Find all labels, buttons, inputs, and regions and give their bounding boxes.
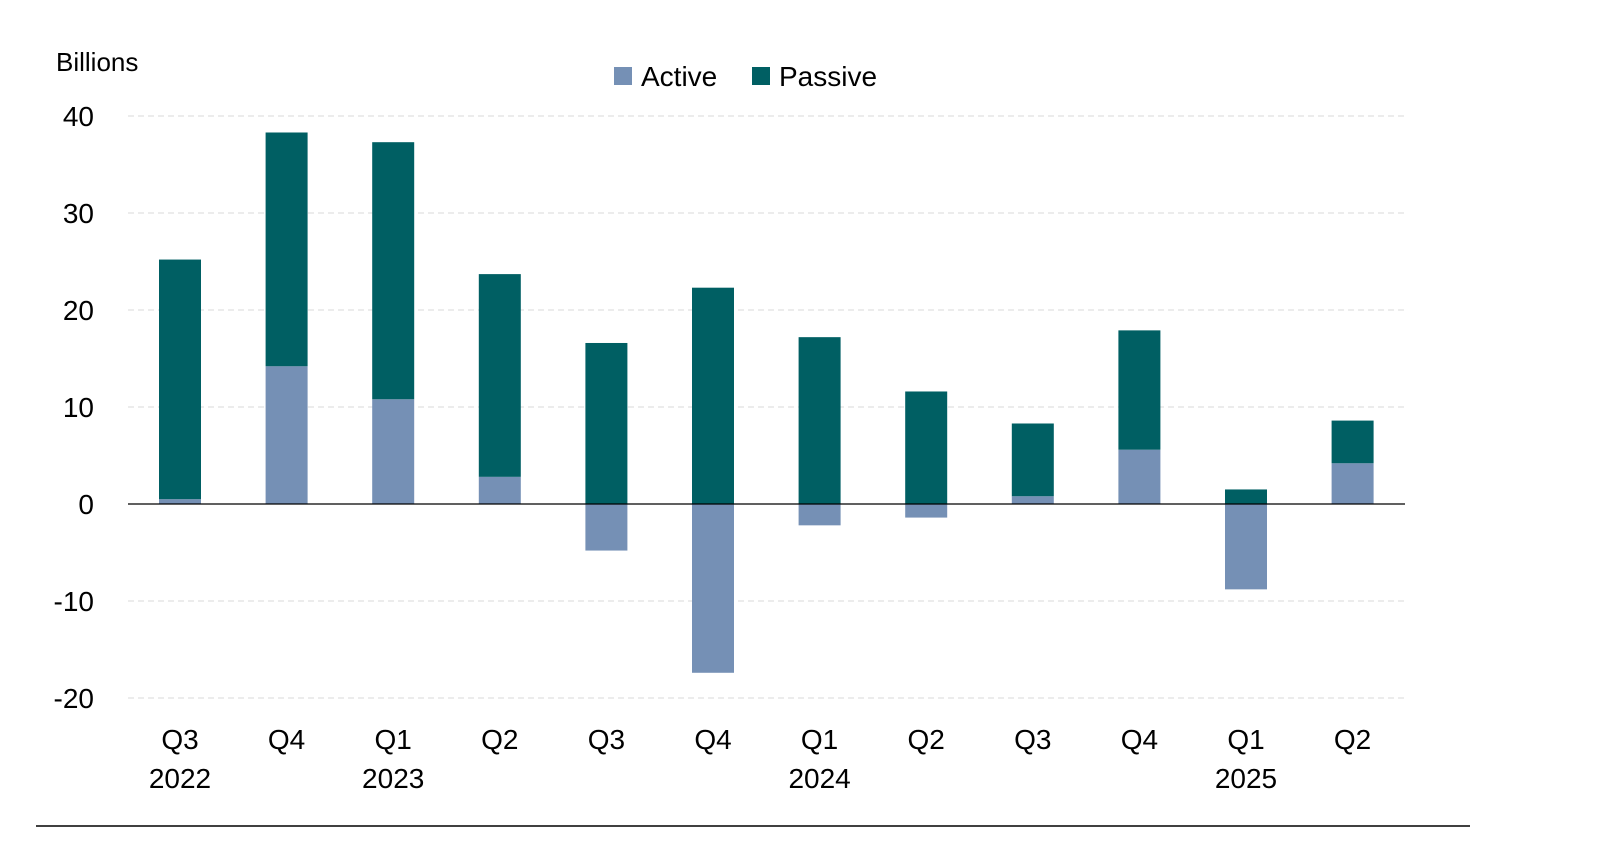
x-category-label: Q4 [268, 724, 305, 755]
bar-active [372, 399, 415, 504]
bar-passive [798, 337, 841, 504]
x-axis-labels: Q3 Q4 Q1 Q2 Q3 Q4 Q1 Q2 Q3 Q4 Q1 Q2 2022 2023 2024 2025 [149, 724, 1371, 794]
bar-passive [692, 287, 734, 504]
x-category-label: Q2 [908, 724, 945, 755]
gridlines [128, 115, 1405, 699]
bar-passive [478, 274, 521, 477]
x-year-label: 2025 [1215, 763, 1277, 794]
x-year-label: 2023 [362, 763, 424, 794]
bar-passive [585, 342, 628, 504]
bar-active [159, 499, 201, 504]
bar-passive [1118, 330, 1161, 450]
x-category-label: Q2 [481, 724, 518, 755]
y-tick-label: -20 [54, 683, 94, 714]
x-category-label: Q3 [588, 724, 625, 755]
y-axis-unit-label: Billions [56, 47, 138, 77]
x-category-label: Q1 [1227, 724, 1264, 755]
x-category-label: Q2 [1334, 724, 1371, 755]
y-tick-label: -10 [54, 586, 94, 617]
bar-active [798, 504, 841, 526]
legend-label-active: Active [641, 61, 717, 92]
legend-label-passive: Passive [779, 61, 877, 92]
y-tick-label: 10 [63, 392, 94, 423]
x-year-label: 2024 [788, 763, 850, 794]
x-category-label: Q4 [1121, 724, 1158, 755]
y-tick-label: 20 [63, 295, 94, 326]
x-category-label: Q1 [801, 724, 838, 755]
bar-active [692, 504, 734, 673]
bar-active [1225, 504, 1267, 590]
bar-passive [1225, 489, 1267, 504]
legend: Active Passive [614, 61, 877, 92]
bar-active [1011, 496, 1054, 504]
legend-swatch-passive [752, 67, 770, 85]
x-year-label: 2022 [149, 763, 211, 794]
bar-active [478, 476, 521, 504]
y-axis-ticks: 40 30 20 10 0 -10 -20 [54, 101, 94, 714]
x-category-label: Q1 [375, 724, 412, 755]
y-tick-label: 0 [78, 489, 94, 520]
bar-passive [265, 132, 308, 367]
bar-passive [159, 259, 201, 500]
bar-active [905, 504, 948, 518]
x-category-label: Q3 [1014, 724, 1051, 755]
x-category-label: Q3 [161, 724, 198, 755]
bar-passive [1011, 423, 1054, 497]
bar-passive [372, 142, 415, 400]
bar-active [265, 366, 308, 504]
bars [159, 132, 1374, 673]
legend-swatch-active [614, 67, 632, 85]
bar-passive [905, 391, 948, 504]
x-category-label: Q4 [694, 724, 731, 755]
bar-active [585, 504, 628, 551]
bar-active [1331, 463, 1374, 504]
y-tick-label: 40 [63, 101, 94, 132]
y-tick-label: 30 [63, 198, 94, 229]
bar-active [1118, 449, 1161, 504]
bar-passive [1331, 420, 1374, 464]
